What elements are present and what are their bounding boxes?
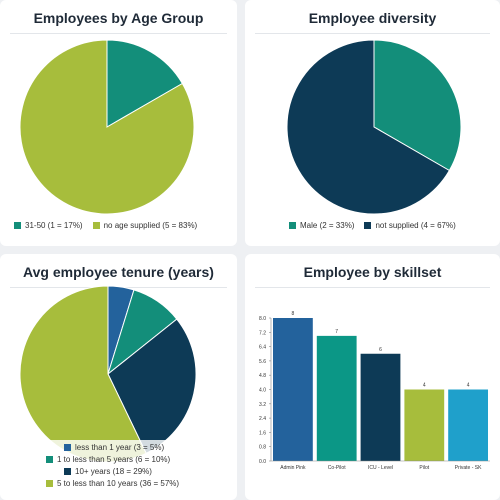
card-divider (10, 33, 227, 34)
diversity-pie-chart (286, 39, 462, 215)
bar-2[interactable] (360, 353, 401, 461)
legend-item-10-plus[interactable]: 10+ years (18 = 29%) (46, 467, 179, 476)
legend-label: Male (2 = 33%) (300, 221, 355, 230)
x-tick-label: Private - SK (455, 465, 482, 471)
y-tick-label: 5.6 (259, 359, 266, 365)
legend-swatch (46, 456, 53, 463)
y-tick-label: 2.4 (259, 416, 266, 422)
bar-value-label: 7 (335, 329, 338, 335)
age-group-pie-chart (19, 39, 195, 215)
legend-label: no age supplied (5 = 83%) (103, 221, 198, 230)
legend-label: 5 to less than 10 years (36 = 57%) (57, 479, 180, 488)
bar-value-label: 4 (423, 383, 426, 389)
legend-item-1-to-5[interactable]: 1 to less than 5 years (6 = 10%) (46, 455, 179, 464)
legend-label: not supplied (4 = 67%) (375, 221, 456, 230)
tenure-title: Avg employee tenure (years) (23, 264, 214, 280)
bar-1[interactable] (316, 335, 357, 461)
legend-label: 31-50 (1 = 17%) (25, 221, 83, 230)
legend-label: 10+ years (18 = 29%) (75, 467, 152, 476)
legend-label: less than 1 year (3 = 5%) (75, 443, 165, 452)
pie-slice-0[interactable] (106, 39, 184, 128)
legend-item-no-age[interactable]: no age supplied (5 = 83%) (92, 221, 198, 230)
legend-item-less-than-1[interactable]: less than 1 year (3 = 5%) (46, 443, 179, 452)
skillset-card: Employee by skillset 0.0 0.8 1.6 2.4 3.2 4.0 4… (245, 254, 500, 500)
card-divider (255, 33, 490, 34)
legend-swatch (64, 444, 71, 451)
legend-item-male[interactable]: Male (2 = 33%) (289, 221, 354, 230)
x-tick-label: Pilot (419, 465, 429, 471)
legend-swatch (14, 222, 21, 229)
legend-item-31-50[interactable]: 31-50 (1 = 17%) (14, 221, 83, 230)
y-tick-label: 3.2 (259, 402, 266, 408)
y-tick-label: 0.8 (259, 445, 266, 451)
y-tick-label: 6.4 (259, 345, 266, 351)
card-divider (255, 287, 490, 288)
pie-slice-0[interactable] (373, 39, 462, 172)
y-tick-label: 8.0 (259, 316, 266, 322)
legend-swatch (364, 222, 372, 229)
y-tick-label: 7.2 (259, 330, 266, 336)
legend-swatch (289, 222, 296, 229)
pie-slice-1[interactable] (19, 39, 195, 215)
y-tick-label: 4.0 (259, 388, 266, 394)
pie-slice-1[interactable] (286, 39, 451, 215)
bar-value-label: 4 (467, 383, 470, 389)
x-tick-label: ICU - Level (368, 465, 393, 471)
age-group-title: Employees by Age Group (33, 10, 204, 26)
bar-value-label: 8 (292, 311, 295, 317)
legend-swatch (46, 480, 53, 487)
legend-swatch (64, 468, 71, 475)
tenure-legend: less than 1 year (3 = 5%) 1 to less than… (40, 440, 186, 491)
legend-item-not-supplied[interactable]: not supplied (4 = 67%) (364, 221, 456, 230)
diversity-card: Employee diversity Male (2 = 33%) not su… (245, 0, 500, 246)
bar-3[interactable] (404, 389, 445, 462)
tenure-card: Avg employee tenure (years) less than 1 … (0, 254, 237, 500)
y-tick-label: 1.6 (259, 430, 266, 436)
legend-swatch (92, 222, 100, 229)
y-tick-label: 0.0 (259, 459, 266, 465)
age-group-legend: 31-50 (1 = 17%) no age supplied (5 = 83%… (14, 221, 197, 230)
diversity-title: Employee diversity (308, 10, 437, 26)
legend-label: 1 to less than 5 years (6 = 10%) (57, 455, 171, 464)
bar-4[interactable] (448, 389, 488, 462)
skillset-bar-chart: 0.0 0.8 1.6 2.4 3.2 4.0 4.8 5.6 6.4 7.2 8.0 8 Admin … (259, 311, 490, 471)
x-tick-label: Co-Pilot (328, 465, 346, 471)
legend-item-5-to-10[interactable]: 5 to less than 10 years (36 = 57%) (46, 479, 179, 488)
tenure-pie-chart (19, 285, 197, 463)
age-group-card: Employees by Age Group 31-50 (1 = 17%) n… (0, 0, 237, 246)
diversity-legend: Male (2 = 33%) not supplied (4 = 67%) (289, 221, 456, 230)
x-tick-label: Admin Pink (280, 465, 306, 471)
skillset-title: Employee by skillset (303, 264, 442, 280)
bar-value-label: 6 (379, 347, 382, 353)
y-tick-label: 4.8 (259, 373, 266, 379)
bar-0[interactable] (273, 318, 313, 461)
